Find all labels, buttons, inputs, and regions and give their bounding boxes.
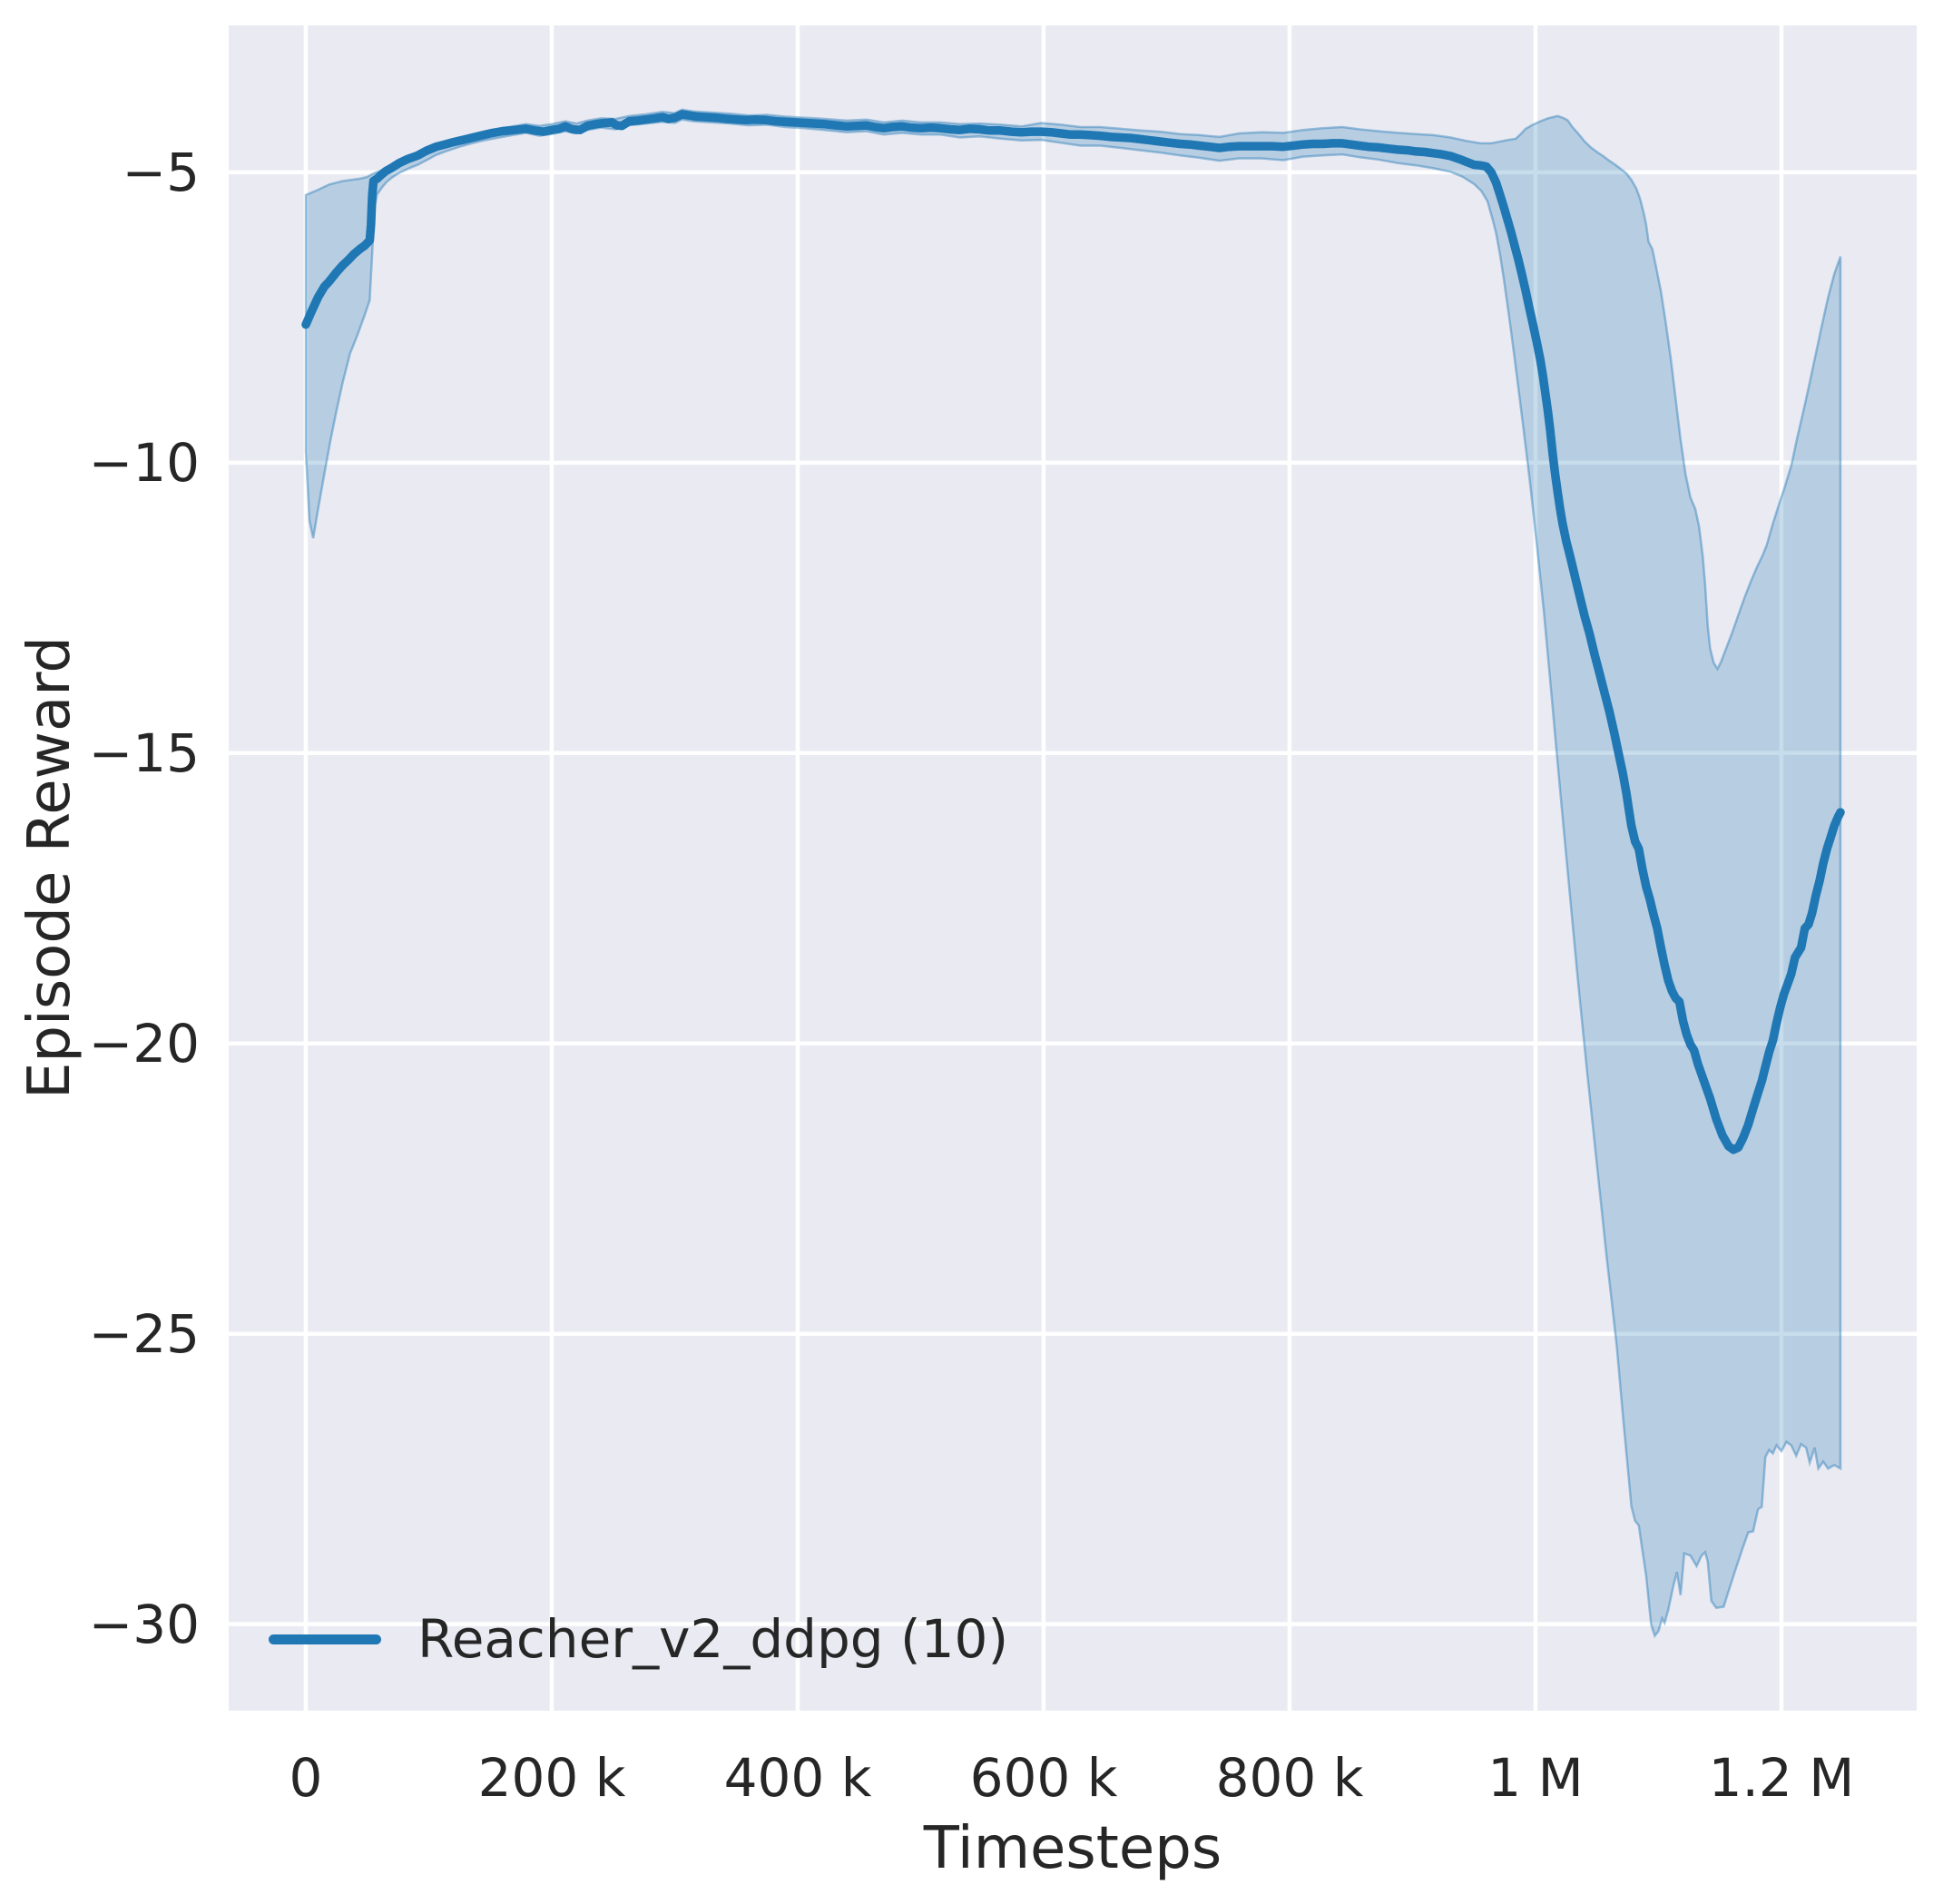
x-axis-tick-label: 0 — [289, 1747, 323, 1809]
y-axis-tick-label: −10 — [88, 431, 200, 494]
y-axis-tick-label: −15 — [88, 721, 200, 784]
x-axis-tick-label: 400 k — [723, 1747, 872, 1809]
y-axis-label: Episode Reward — [16, 635, 83, 1100]
plot-area — [229, 25, 1917, 1711]
y-axis-tick-label: −25 — [88, 1302, 200, 1365]
x-axis-tick-label: 800 k — [1215, 1747, 1364, 1809]
x-axis-tick-label: 1.2 M — [1708, 1747, 1855, 1809]
x-axis-tick-label: 200 k — [477, 1747, 626, 1809]
y-axis-tick-label: −5 — [122, 141, 201, 203]
legend: Reacher_v2_ddpg (10) — [269, 1613, 1008, 1665]
legend-line-swatch — [269, 1634, 381, 1644]
series-line — [301, 110, 1845, 1154]
confidence-band — [304, 108, 1842, 1639]
y-axis-tick-label: −30 — [88, 1593, 200, 1655]
legend-label: Reacher_v2_ddpg (10) — [417, 1608, 1009, 1670]
x-axis-label: Timesteps — [923, 1815, 1222, 1882]
x-axis-tick-label: 600 k — [969, 1747, 1118, 1809]
x-axis-tick-label: 1 M — [1487, 1747, 1584, 1809]
y-axis-tick-label: −20 — [88, 1012, 200, 1075]
